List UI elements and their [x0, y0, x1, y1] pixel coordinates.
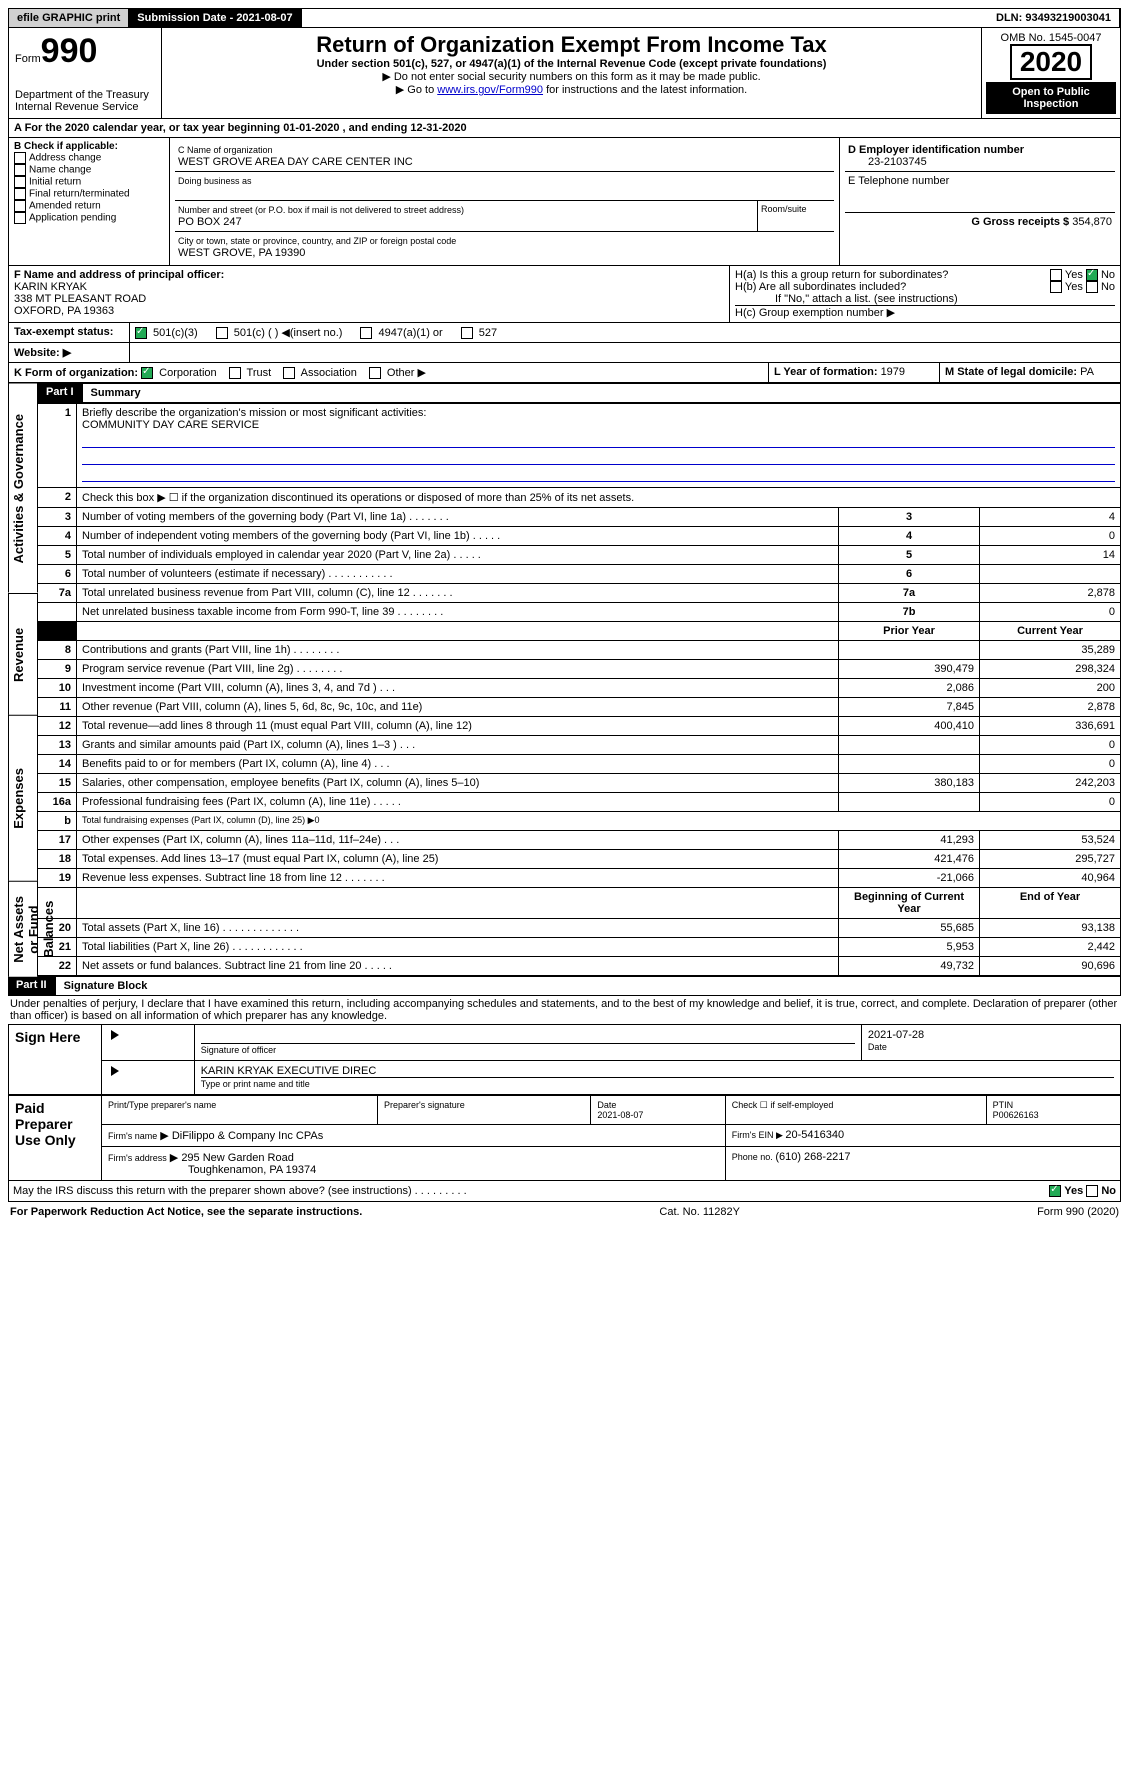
sidebar-governance: Activities & Governance: [8, 383, 38, 593]
phone-label: E Telephone number: [845, 172, 1115, 213]
form-word: Form: [15, 53, 41, 65]
form-subtitle: Under section 501(c), 527, or 4947(a)(1)…: [168, 58, 975, 70]
arrow-icon: [111, 1066, 119, 1076]
omb-number: OMB No. 1545-0047: [986, 32, 1116, 44]
dept-treasury: Department of the Treasury Internal Reve…: [15, 89, 155, 113]
arrow-icon: [111, 1030, 119, 1040]
sidebar-net: Net Assets or Fund Balances: [8, 881, 38, 977]
state-domicile: PA: [1080, 366, 1094, 378]
h-c: H(c) Group exemption number ▶: [735, 305, 1115, 319]
sign-here-table: Sign Here Signature of officer 2021-07-2…: [8, 1024, 1121, 1095]
ein: 23-2103745: [848, 156, 927, 168]
discuss-yes[interactable]: [1049, 1185, 1061, 1197]
summary-table: 1Briefly describe the organization's mis…: [38, 403, 1121, 976]
prep-date: 2021-08-07: [597, 1110, 643, 1120]
ptin: P00626163: [993, 1110, 1039, 1120]
hb-yes[interactable]: [1050, 281, 1062, 293]
dln: DLN: 93493219003041: [988, 9, 1120, 27]
ha-yes[interactable]: [1050, 269, 1062, 281]
discuss-no[interactable]: [1086, 1185, 1098, 1197]
section-fh: F Name and address of principal officer:…: [8, 266, 1121, 323]
note-ssn: ▶ Do not enter social security numbers o…: [168, 70, 975, 83]
hb-no[interactable]: [1086, 281, 1098, 293]
ha-no[interactable]: [1086, 269, 1098, 281]
form-title: Return of Organization Exempt From Incom…: [168, 32, 975, 58]
street: PO BOX 247: [178, 216, 242, 228]
footer: For Paperwork Reduction Act Notice, see …: [8, 1202, 1121, 1222]
year-formation: 1979: [881, 366, 905, 378]
form-990: 990: [41, 32, 98, 70]
sidebar-expenses: Expenses: [8, 715, 38, 881]
officer-name: KARIN KRYAK: [14, 281, 724, 293]
form-header: Form990 Department of the Treasury Inter…: [8, 28, 1121, 119]
line-i: Tax-exempt status: 501(c)(3) 501(c) ( ) …: [8, 323, 1121, 343]
section-deg: D Employer identification number23-21037…: [840, 138, 1120, 265]
city-state-zip: WEST GROVE, PA 19390: [178, 247, 305, 259]
tax-year: 2020: [1010, 44, 1092, 80]
line-j: Website: ▶: [8, 343, 1121, 363]
signer-name: KARIN KRYAK EXECUTIVE DIREC: [201, 1065, 1114, 1078]
h-a: H(a) Is this a group return for subordin…: [735, 269, 948, 281]
gross-receipts: 354,870: [1072, 216, 1112, 228]
discuss-row: May the IRS discuss this return with the…: [8, 1181, 1121, 1202]
perjury-declaration: Under penalties of perjury, I declare th…: [8, 996, 1121, 1024]
section-c: C Name of organizationWEST GROVE AREA DA…: [170, 138, 840, 265]
efile-btn[interactable]: efile GRAPHIC print: [9, 9, 129, 27]
part1-title: Part I: [38, 383, 82, 403]
note-link: ▶ Go to www.irs.gov/Form990 for instruct…: [168, 83, 975, 96]
part2-title: Part II: [8, 976, 55, 996]
line-klm: K Form of organization: Corporation Trus…: [8, 363, 1121, 383]
firm-name: ▶ DiFilippo & Company Inc CPAs: [160, 1130, 323, 1142]
mission: COMMUNITY DAY CARE SERVICE: [82, 419, 259, 431]
paid-preparer-table: Paid Preparer Use Only Print/Type prepar…: [8, 1095, 1121, 1181]
sidebar-revenue: Revenue: [8, 593, 38, 715]
firm-phone: (610) 268-2217: [775, 1151, 850, 1163]
section-bcdeg: B Check if applicable: Address changeNam…: [8, 138, 1121, 266]
submission-date: Submission Date - 2021-08-07: [129, 9, 301, 27]
firm-ein: 20-5416340: [785, 1129, 844, 1141]
part1-wrap: Activities & Governance Revenue Expenses…: [8, 383, 1121, 976]
irs-link[interactable]: www.irs.gov/Form990: [437, 84, 543, 96]
top-bar: efile GRAPHIC print Submission Date - 20…: [8, 8, 1121, 28]
org-name: WEST GROVE AREA DAY CARE CENTER INC: [178, 156, 413, 168]
sign-date: 2021-07-28: [868, 1029, 1114, 1041]
line-a: A For the 2020 calendar year, or tax yea…: [8, 119, 1121, 138]
section-b: B Check if applicable: Address changeNam…: [9, 138, 170, 265]
open-public: Open to Public Inspection: [986, 82, 1116, 114]
firm-addr: ▶ 295 New Garden Road: [170, 1152, 294, 1164]
h-b: H(b) Are all subordinates included?: [735, 281, 906, 293]
